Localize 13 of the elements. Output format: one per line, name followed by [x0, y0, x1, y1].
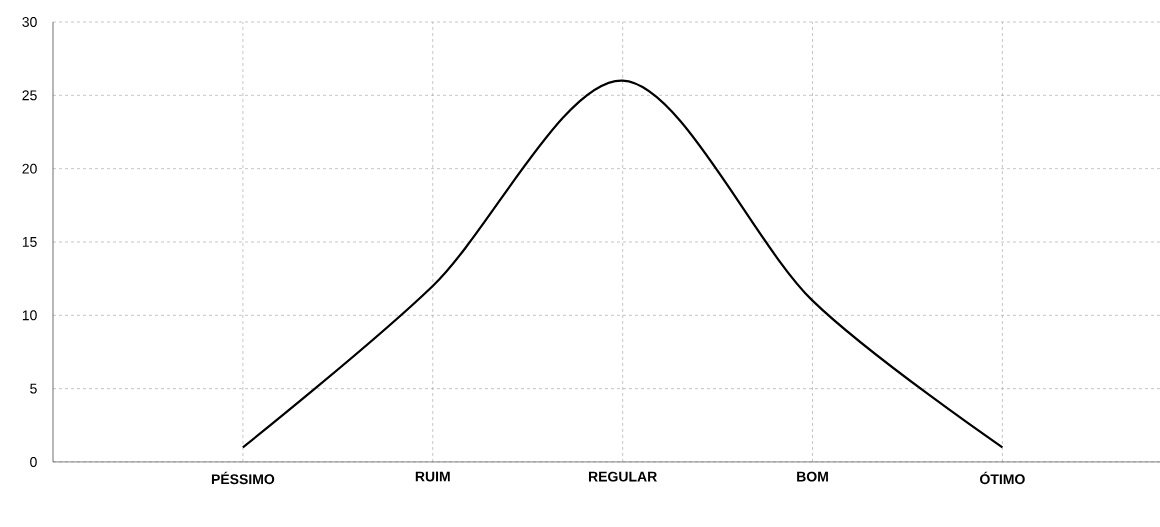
- x-tick-label: PÉSSIMO: [211, 471, 275, 485]
- x-tick-label: ÓTIMO: [980, 471, 1025, 485]
- y-tick-label: 5: [30, 383, 37, 394]
- x-tick-label: BOM: [797, 471, 828, 482]
- line-series: [241, 79, 1004, 449]
- y-tick-label: 25: [22, 90, 37, 101]
- x-tick-label: REGULAR: [588, 471, 657, 482]
- y-tick-label: 30: [22, 17, 37, 27]
- x-tick-label: RUIM: [415, 471, 450, 482]
- y-tick-label: 20: [22, 163, 37, 174]
- y-tick-label: 0: [30, 457, 37, 467]
- y-tick-label: 10: [22, 310, 37, 321]
- y-tick-label: 15: [22, 237, 37, 247]
